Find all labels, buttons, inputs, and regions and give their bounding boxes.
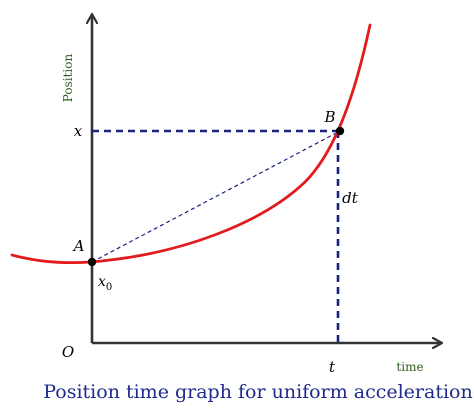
y-axis-label: Position (61, 54, 75, 103)
point-b-label: B (323, 108, 335, 126)
point-b (335, 126, 345, 136)
t-value-label: t (329, 358, 336, 376)
x0-label: x0 (98, 274, 112, 293)
secant-line-ab (91, 130, 341, 263)
diagram-caption: Position time graph for uniform accelera… (43, 381, 472, 403)
point-a (87, 257, 97, 267)
x-value-label: x (74, 122, 83, 140)
x0-label-subscript: 0 (106, 282, 112, 293)
position-curve (10, 23, 372, 264)
origin-label: O (62, 343, 74, 361)
dt-label: dt (342, 189, 359, 207)
x-axis-label: time (396, 360, 423, 374)
point-a-label: A (72, 237, 85, 255)
x0-label-base: x (98, 274, 106, 290)
